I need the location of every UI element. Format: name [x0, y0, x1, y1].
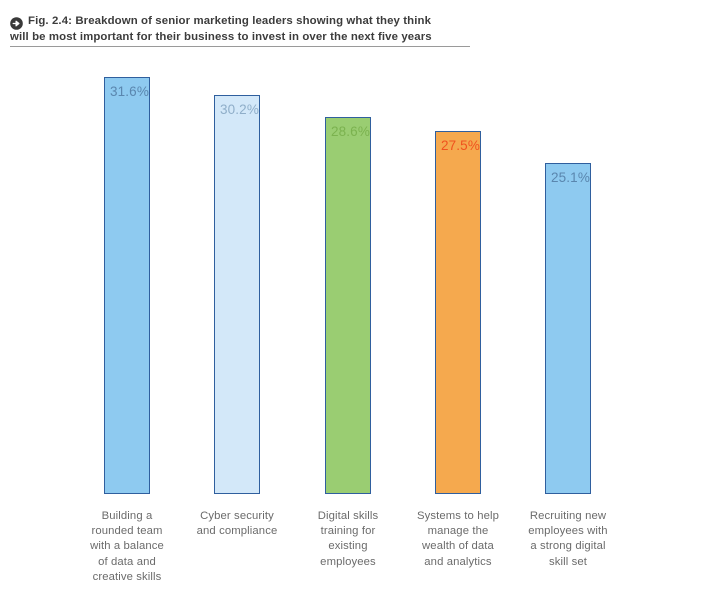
category-label: Systems to help manage the wealth of data a…	[400, 509, 516, 570]
category-label-line: Recruiting new	[529, 510, 607, 522]
category-label: Cyber security and compliance	[179, 509, 295, 539]
category-label-line: employees with	[528, 525, 608, 538]
category-label-line: skill set	[548, 555, 588, 568]
bar[interactable]	[214, 95, 260, 494]
category-label: Digital skills training for existing employ…	[290, 509, 406, 570]
figure-caption-line-1: Fig. 2.4: Breakdown of senior marketing …	[28, 15, 432, 27]
category-label-line: Building a	[101, 510, 153, 522]
bar[interactable]	[104, 77, 150, 494]
caption-line-1-row: Fig. 2.4: Breakdown of senior marketing …	[10, 14, 480, 30]
category-label-line: Digital skills	[317, 510, 379, 522]
bar-value-label: 30.2%	[220, 102, 259, 118]
figure-caption: Fig. 2.4: Breakdown of senior marketing …	[10, 14, 480, 45]
bar-value-label: 25.1%	[551, 169, 590, 185]
category-label-line: training for	[320, 525, 376, 538]
category-label-line: Cyber security	[200, 510, 274, 522]
category-label-line: existing	[328, 540, 368, 553]
bar-value-label: 28.6%	[331, 123, 370, 139]
category-label-line: and analytics	[424, 555, 492, 568]
bar[interactable]	[435, 131, 481, 494]
category-label-line: creative skills	[92, 570, 162, 583]
category-label: Recruiting new employees with a strong dig…	[510, 509, 626, 570]
caption-divider	[10, 46, 470, 47]
category-label-line: employees	[320, 555, 376, 568]
bar[interactable]	[325, 116, 371, 494]
category-label-line: a strong digital	[530, 540, 606, 553]
figure-caption-line-2: will be most important for their busines…	[10, 30, 432, 43]
category-label-line: and compliance	[196, 525, 278, 538]
bar[interactable]	[545, 162, 591, 494]
category-label-line: wealth of data	[422, 540, 494, 553]
category-label-line: rounded team	[91, 525, 163, 538]
bar-value-label: 31.6%	[110, 84, 149, 99]
category-label-line: with a balance	[90, 540, 164, 553]
category-label: Building a rounded team with a balance of d…	[69, 509, 185, 585]
category-label-line: of data and	[98, 555, 156, 568]
arrow-circle-right-icon	[10, 17, 23, 30]
bar-value-label: 27.5%	[441, 138, 480, 154]
category-label-line: manage the	[427, 525, 489, 538]
category-label-line: Systems to help	[416, 510, 500, 522]
